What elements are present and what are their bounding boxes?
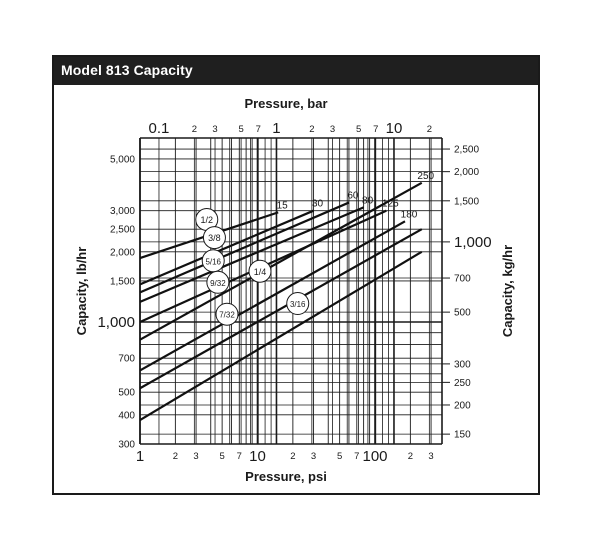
right-axis-tick: 2,500 bbox=[454, 145, 479, 156]
right-axis-tick: 1,000 bbox=[454, 234, 492, 251]
series-end-label: 15 bbox=[277, 200, 289, 211]
right-axis-tick: 150 bbox=[454, 430, 471, 441]
top-axis-minor-tick: 7 bbox=[256, 124, 261, 135]
right-axis-tick: 300 bbox=[454, 359, 471, 370]
y-axis-tick: 1,000 bbox=[97, 314, 135, 331]
x-axis-minor-tick: 3 bbox=[428, 451, 433, 462]
x-axis-major-tick: 1 bbox=[136, 448, 144, 465]
x-axis-minor-tick: 2 bbox=[408, 451, 413, 462]
series-circle-marker bbox=[202, 226, 226, 250]
top-axis-minor-tick: 2 bbox=[192, 124, 197, 135]
x-axis-major-tick: 10 bbox=[249, 448, 266, 465]
y-axis-tick: 300 bbox=[118, 440, 135, 451]
x-axis-minor-tick: 3 bbox=[311, 451, 316, 462]
y-axis-tick: 700 bbox=[118, 354, 135, 365]
chart-title: Model 813 Capacity bbox=[61, 62, 193, 78]
right-axis-tick: 200 bbox=[454, 400, 471, 411]
top-axis-major-tick: 0.1 bbox=[149, 120, 170, 137]
series-line bbox=[139, 209, 314, 286]
series-end-label: 60 bbox=[347, 191, 359, 202]
series-circle-label: 3/16 bbox=[290, 300, 306, 309]
top-axis-minor-tick: 7 bbox=[373, 124, 378, 135]
series-line bbox=[139, 250, 423, 421]
x-axis-minor-tick: 7 bbox=[237, 451, 242, 462]
x-axis-minor-tick: 3 bbox=[193, 451, 198, 462]
right-axis-tick: 1,500 bbox=[454, 196, 479, 207]
y-axis-tick: 2,500 bbox=[110, 225, 135, 236]
x-axis-major-tick: 100 bbox=[362, 448, 387, 465]
top-axis-major-tick: 10 bbox=[386, 120, 403, 137]
series-circle-label: 9/32 bbox=[210, 279, 226, 288]
series-line bbox=[139, 220, 406, 372]
series-end-label: 180 bbox=[401, 209, 418, 220]
x-axis-minor-tick: 2 bbox=[173, 451, 178, 462]
series-circle-marker bbox=[248, 259, 272, 283]
top-axis-minor-tick: 3 bbox=[330, 124, 335, 135]
right-axis-tick: 250 bbox=[454, 378, 471, 389]
series-circle-label: 5/16 bbox=[205, 257, 221, 266]
title-bar: Model 813 Capacity bbox=[54, 57, 538, 85]
top-axis-minor-tick: 2 bbox=[309, 124, 314, 135]
y-axis-tick: 400 bbox=[118, 410, 135, 421]
series-circle-marker bbox=[215, 302, 239, 326]
right-axis-tick: 700 bbox=[454, 274, 471, 285]
series-line bbox=[139, 228, 423, 390]
series-end-label: 30 bbox=[312, 199, 324, 210]
series-circle-label: 7/32 bbox=[219, 311, 235, 320]
x-axis-minor-tick: 5 bbox=[219, 451, 224, 462]
top-axis-minor-tick: 5 bbox=[356, 124, 361, 135]
series-circle-label: 1/2 bbox=[201, 215, 214, 225]
top-axis-minor-tick: 5 bbox=[238, 124, 243, 135]
y-axis-tick: 1,500 bbox=[110, 276, 135, 287]
x-axis-minor-tick: 7 bbox=[354, 451, 359, 462]
top-axis-label: Pressure, bar bbox=[244, 96, 327, 111]
x-axis-minor-tick: 5 bbox=[337, 451, 342, 462]
y-axis-label: Capacity, lb/hr bbox=[74, 247, 89, 336]
top-axis-major-tick: 1 bbox=[272, 120, 280, 137]
y-axis-tick: 500 bbox=[118, 388, 135, 399]
y-axis-tick: 3,000 bbox=[110, 206, 135, 217]
series-end-label: 80 bbox=[362, 195, 374, 206]
series-line bbox=[139, 201, 350, 294]
right-axis-label: Capacity, kg/hr bbox=[500, 245, 515, 337]
x-axis-label: Pressure, psi bbox=[245, 469, 327, 484]
series-line bbox=[139, 206, 365, 303]
top-axis-minor-tick: 2 bbox=[427, 124, 432, 135]
right-axis-tick: 2,000 bbox=[454, 167, 479, 178]
series-end-label: 125 bbox=[382, 199, 399, 210]
y-axis-tick: 5,000 bbox=[110, 154, 135, 165]
series-end-label: 250 bbox=[417, 171, 434, 182]
series-line bbox=[139, 181, 423, 341]
x-axis-minor-tick: 2 bbox=[290, 451, 295, 462]
series-circle-label: 3/8 bbox=[208, 233, 221, 243]
y-axis-tick: 2,000 bbox=[110, 247, 135, 258]
right-axis-tick: 500 bbox=[454, 308, 471, 319]
chart-panel: Model 813 Capacity bbox=[52, 55, 540, 495]
series-circle-marker bbox=[286, 292, 310, 316]
top-axis-minor-tick: 3 bbox=[212, 124, 217, 135]
series-circle-label: 1/4 bbox=[254, 267, 267, 277]
series-circle-marker bbox=[206, 270, 230, 294]
